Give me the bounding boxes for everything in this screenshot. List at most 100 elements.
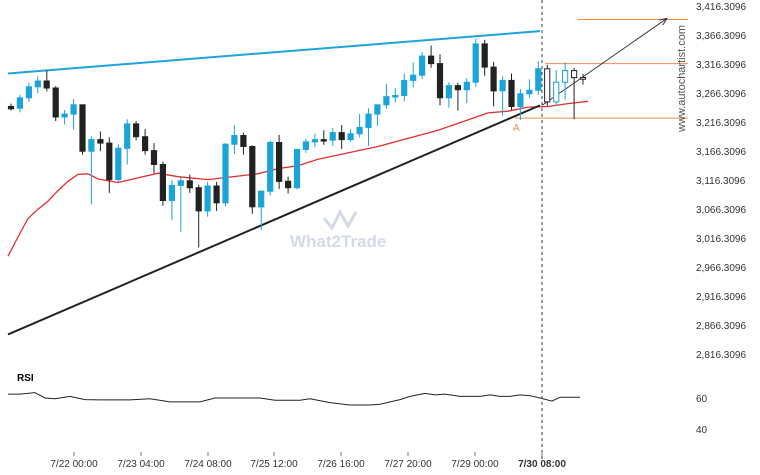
y-tick-label: 3,066.3096 bbox=[696, 205, 746, 216]
candle bbox=[472, 38, 479, 87]
support-trendline bbox=[7, 104, 541, 336]
candle-body bbox=[222, 143, 229, 204]
rsi-line bbox=[8, 392, 580, 406]
watermark: What2Trade bbox=[290, 208, 386, 251]
candle-body bbox=[124, 123, 131, 149]
moving-average-line bbox=[7, 100, 589, 257]
y-tick-label: 2,916.3096 bbox=[696, 292, 746, 303]
candle bbox=[392, 88, 399, 103]
moving-average-layer bbox=[7, 100, 589, 257]
y-tick-label: 2,866.3096 bbox=[696, 321, 746, 332]
candle-body bbox=[579, 77, 587, 80]
x-tick-label: 7/27 20:00 bbox=[384, 459, 432, 470]
candle bbox=[517, 89, 524, 120]
candle bbox=[302, 139, 309, 153]
resistance-trendline bbox=[7, 30, 541, 75]
candle-body bbox=[383, 96, 390, 106]
candle-body bbox=[204, 185, 211, 212]
x-tick-label: 7/29 00:00 bbox=[451, 459, 499, 470]
candle-body bbox=[499, 79, 506, 92]
candle bbox=[463, 78, 470, 103]
candle bbox=[526, 79, 533, 98]
candle bbox=[401, 73, 408, 102]
candle bbox=[195, 184, 202, 248]
candle bbox=[115, 144, 122, 183]
candle-body bbox=[285, 180, 292, 189]
candle-body bbox=[276, 142, 283, 182]
candle-body bbox=[508, 79, 515, 108]
candle-body bbox=[401, 79, 408, 97]
candle bbox=[204, 181, 211, 217]
candle-body bbox=[454, 85, 461, 91]
candle bbox=[43, 70, 50, 92]
candle-body bbox=[177, 180, 184, 186]
candle bbox=[240, 132, 247, 155]
candle-body bbox=[258, 190, 265, 208]
candles-layer bbox=[7, 38, 587, 248]
candle-body bbox=[79, 104, 86, 152]
price-panel-bg bbox=[8, 0, 688, 368]
candle-body bbox=[61, 113, 68, 118]
watermark-text: What2Trade bbox=[290, 232, 386, 251]
candle-body bbox=[186, 180, 193, 189]
candle-body bbox=[106, 142, 113, 181]
candle-body bbox=[410, 74, 417, 81]
candle-body bbox=[374, 104, 381, 115]
pattern-lines-layer bbox=[7, 17, 688, 336]
candle-body bbox=[195, 187, 202, 212]
candle-body bbox=[97, 139, 104, 144]
rsi-title: RSI bbox=[17, 373, 34, 384]
candle bbox=[508, 73, 515, 110]
candle bbox=[88, 136, 95, 205]
candle bbox=[177, 177, 184, 232]
candle-body bbox=[34, 80, 41, 88]
candle-body bbox=[150, 150, 158, 166]
price-panel: What2Trade 3,416.3096 3,366.3096 3,316.309… bbox=[7, 0, 746, 368]
candle-body bbox=[213, 185, 220, 204]
candle bbox=[544, 64, 551, 106]
y-tick-label: 2,816.3096 bbox=[696, 350, 746, 361]
y-tick-label: 3,316.3096 bbox=[696, 60, 746, 71]
candle-body bbox=[240, 135, 247, 147]
candle-body bbox=[571, 70, 578, 79]
candle-body bbox=[356, 126, 363, 135]
candle-body bbox=[249, 146, 256, 208]
y-tick-label: 3,016.3096 bbox=[696, 234, 746, 245]
candle-body bbox=[526, 89, 533, 95]
candle bbox=[124, 119, 131, 165]
candle bbox=[7, 103, 15, 111]
x-axis: 7/22 00:00 7/23 04:00 7/24 08:00 7/25 12:00… bbox=[50, 452, 566, 470]
candle-body bbox=[392, 95, 399, 98]
candle-body bbox=[231, 135, 238, 145]
candle-body bbox=[347, 133, 354, 141]
candle bbox=[365, 108, 372, 146]
rsi-layer: 60 40 bbox=[8, 392, 708, 436]
y-tick-label: 3,216.3096 bbox=[696, 118, 746, 129]
candle-body bbox=[419, 55, 426, 76]
candle bbox=[34, 76, 41, 94]
candle bbox=[258, 190, 265, 231]
candle bbox=[142, 129, 149, 155]
candle bbox=[213, 181, 220, 211]
candle bbox=[428, 45, 435, 68]
candle bbox=[445, 82, 452, 108]
x-tick-label: 7/24 08:00 bbox=[184, 459, 232, 470]
candle-body bbox=[25, 86, 32, 99]
y-tick-label: 3,366.3096 bbox=[696, 31, 746, 42]
candle bbox=[454, 82, 461, 111]
candle bbox=[150, 143, 158, 174]
candle-body bbox=[267, 142, 274, 192]
candle bbox=[61, 110, 68, 125]
rsi-tick-label: 40 bbox=[696, 425, 708, 436]
candle bbox=[276, 134, 283, 189]
x-tick-label: 7/26 16:00 bbox=[317, 459, 365, 470]
candle-body bbox=[16, 97, 23, 109]
candle bbox=[168, 180, 176, 221]
candle bbox=[374, 104, 381, 126]
candle-body bbox=[329, 132, 336, 141]
candle-body bbox=[445, 85, 452, 99]
x-tick-label: 7/30 08:00 bbox=[518, 459, 566, 470]
rsi-panel: RSI 60 40 bbox=[8, 373, 708, 436]
candle-body bbox=[535, 68, 542, 91]
candle bbox=[293, 148, 301, 190]
